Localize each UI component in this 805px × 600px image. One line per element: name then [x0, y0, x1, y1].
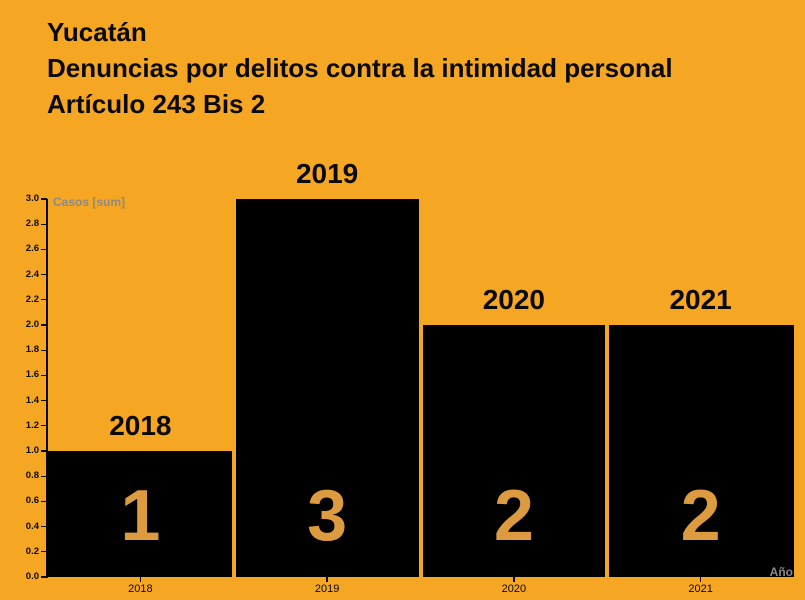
x-tick-label: 2018 — [128, 583, 153, 595]
y-tick-mark — [41, 274, 47, 276]
bar-2018 — [47, 451, 232, 577]
y-tick-mark — [41, 374, 47, 376]
y-tick-label: 2.4 — [25, 268, 39, 280]
y-tick-label: 0.0 — [25, 571, 39, 582]
bar-year-label-2018: 2018 — [109, 410, 172, 441]
chart-title-line-1: Yucatán — [47, 17, 147, 47]
y-tick-label: 2.2 — [25, 293, 39, 305]
bar-year-label-2019: 2019 — [295, 158, 359, 189]
y-tick-label: 2.8 — [25, 218, 39, 230]
y-tick-label: 2.6 — [25, 243, 39, 255]
bar-2019 — [235, 199, 419, 577]
y-tick-mark — [41, 576, 47, 578]
bar-year-label-2020: 2020 — [482, 284, 546, 315]
y-tick-mark — [41, 400, 47, 402]
y-tick-mark — [41, 349, 47, 351]
y-tick-mark — [41, 425, 47, 427]
bar-value-label-2021: 2 — [680, 476, 721, 556]
y-tick-label: 1.4 — [25, 394, 39, 406]
y-tick-label: 2.0 — [25, 319, 39, 330]
y-tick-mark — [41, 475, 47, 477]
bar-value-label-2019: 3 — [307, 476, 348, 556]
bar-value-label-2020: 2 — [493, 476, 534, 556]
y-tick-mark — [41, 450, 47, 452]
y-tick-label: 0.2 — [25, 545, 39, 557]
x-tick-mark — [513, 577, 515, 582]
y-tick-mark — [41, 198, 47, 200]
x-tick-mark — [326, 577, 328, 582]
bar-2020 — [422, 325, 606, 577]
y-axis-line — [46, 199, 48, 578]
y-tick-mark — [41, 324, 47, 326]
chart-title-line-2: Denuncias por delitos contra la intimida… — [47, 53, 673, 83]
y-tick-label: 1.6 — [25, 369, 39, 381]
y-tick-label: 3.0 — [25, 193, 39, 204]
x-tick-label: 2020 — [501, 583, 527, 595]
y-tick-label: 0.4 — [25, 520, 39, 532]
chart-title: Yucatán Denuncias por delitos contra la … — [47, 14, 673, 122]
y-tick-mark — [41, 551, 47, 553]
y-tick-label: 1.2 — [25, 419, 39, 431]
y-tick-mark — [41, 248, 47, 250]
x-tick-mark — [139, 577, 142, 582]
y-tick-label: 0.8 — [25, 470, 39, 482]
y-axis-title: Casos [sum] — [53, 195, 126, 209]
x-tick-mark — [699, 577, 702, 582]
y-tick-mark — [41, 299, 47, 301]
y-tick-mark — [41, 500, 47, 502]
x-axis-title: Año — [769, 565, 793, 579]
chart-title-line-3: Artículo 243 Bis 2 — [47, 89, 266, 119]
x-tick-label: 2021 — [688, 583, 713, 595]
y-tick-label: 1.8 — [25, 344, 39, 356]
x-tick-label: 2019 — [314, 583, 340, 595]
bar-year-label-2021: 2021 — [669, 284, 732, 315]
bar-value-label-2018: 1 — [120, 476, 161, 556]
bar-2021 — [609, 325, 794, 577]
y-tick-label: 1.0 — [25, 445, 39, 456]
y-tick-mark — [41, 223, 47, 225]
y-tick-mark — [41, 526, 47, 528]
y-tick-label: 0.6 — [25, 495, 39, 507]
